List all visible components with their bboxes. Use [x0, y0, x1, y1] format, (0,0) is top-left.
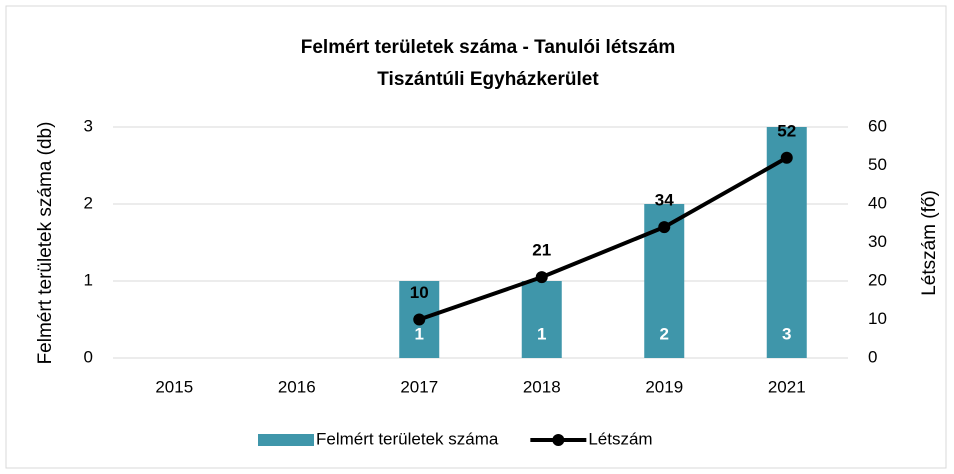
legend-marker [552, 434, 565, 446]
line-marker [413, 313, 426, 326]
line-marker [780, 151, 793, 164]
legend-label: Létszám [588, 429, 652, 448]
legend-swatch [258, 434, 314, 446]
y-tick-label: 2 [84, 193, 93, 212]
y2-tick-label: 60 [868, 116, 887, 135]
line [418, 156, 788, 322]
y2-axis-label: Létszám (fő) [919, 190, 940, 296]
bar-value-label: 2 [660, 324, 669, 343]
x-tick-label: 2015 [155, 377, 193, 396]
x-tick-label: 2019 [645, 377, 683, 396]
bar [521, 281, 562, 358]
line-value-label: 52 [777, 121, 796, 140]
bar-value-label: 3 [782, 324, 791, 343]
y2-tick-label: 50 [868, 155, 887, 174]
line-marker [535, 271, 548, 284]
line-value-label: 34 [655, 191, 674, 210]
y-tick-label: 1 [84, 270, 93, 289]
line-value-label: 10 [410, 283, 429, 302]
y2-tick-label: 20 [868, 270, 887, 289]
bar-value-label: 1 [537, 324, 546, 343]
bar-value-label: 1 [415, 324, 424, 343]
y-tick-label: 3 [84, 116, 93, 135]
y2-tick-label: 30 [868, 232, 887, 251]
y-axis-label: Felmért területek száma (db) [35, 122, 56, 365]
x-tick-label: 2017 [400, 377, 438, 396]
x-tick-label: 2016 [278, 377, 316, 396]
y2-tick-label: 0 [868, 347, 877, 366]
line-marker [658, 221, 671, 234]
y2-tick-label: 40 [868, 193, 887, 212]
chart-title: Felmért területek száma - Tanulói létszá… [301, 37, 676, 58]
y-tick-label: 0 [84, 347, 93, 366]
chart-subtitle: Tiszántúli Egyházkerület [377, 69, 599, 90]
line-value-label: 21 [532, 241, 551, 260]
legend-label: Felmért területek száma [316, 429, 499, 448]
x-tick-label: 2018 [523, 377, 561, 396]
y2-tick-label: 10 [868, 309, 887, 328]
x-tick-label: 2021 [768, 377, 806, 396]
